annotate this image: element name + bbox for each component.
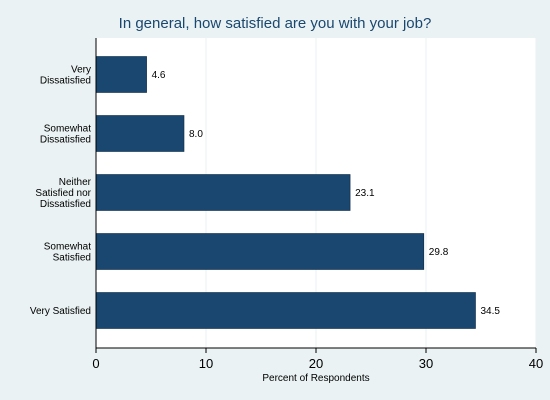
x-tick-label-2: 20 xyxy=(309,356,323,371)
data-label-0: 4.6 xyxy=(152,70,166,81)
category-label-0: Very Dissatisfied xyxy=(40,65,91,87)
chart-title: In general, how satisfied are you with y… xyxy=(119,15,432,32)
x-axis: 0 10 20 30 40 xyxy=(92,38,543,371)
data-label-4: 34.5 xyxy=(481,306,501,317)
category-label-0-line-0: Very xyxy=(71,65,91,76)
category-label-2: Neither Satisfied nor Dissatisfied xyxy=(35,177,91,210)
category-label-4-line-0: Very Satisfied xyxy=(30,306,91,317)
data-labels: 4.6 8.0 23.1 29.8 34.5 xyxy=(152,70,501,317)
category-label-1: Somewhat Dissatisfied xyxy=(40,124,91,146)
bar-1 xyxy=(95,115,185,152)
bars xyxy=(95,56,476,329)
bar-2 xyxy=(95,174,351,211)
category-label-3-line-1: Satisfied xyxy=(53,253,91,264)
data-label-1: 8.0 xyxy=(189,129,203,140)
bar-0 xyxy=(95,56,147,93)
category-label-3: Somewhat Satisfied xyxy=(44,242,91,264)
bar-3 xyxy=(95,233,425,270)
category-label-1-line-0: Somewhat xyxy=(44,124,91,135)
category-label-2-line-1: Satisfied nor xyxy=(35,188,91,199)
category-label-3-line-0: Somewhat xyxy=(44,242,91,253)
category-label-1-line-1: Dissatisfied xyxy=(40,135,91,146)
x-tick-label-0: 0 xyxy=(92,356,99,371)
data-label-2: 23.1 xyxy=(355,188,375,199)
category-label-0-line-1: Dissatisfied xyxy=(40,76,91,87)
category-label-4: Very Satisfied xyxy=(30,306,91,317)
x-tick-label-4: 40 xyxy=(529,356,543,371)
x-tick-label-1: 10 xyxy=(199,356,213,371)
bar-4 xyxy=(95,292,476,329)
category-label-2-line-2: Dissatisfied xyxy=(40,199,91,210)
category-label-2-line-0: Neither xyxy=(59,177,92,188)
x-axis-title: Percent of Respondents xyxy=(262,373,369,384)
data-label-3: 29.8 xyxy=(429,247,449,258)
x-tick-label-3: 30 xyxy=(419,356,433,371)
